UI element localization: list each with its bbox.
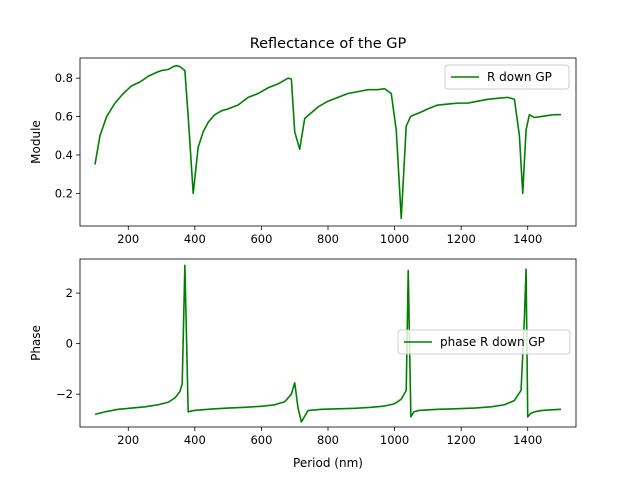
x-tick-label: 1400 <box>513 433 542 447</box>
module-panel: 200 400 600 800 1000 1200 1400 0.2 0.4 0.6 0.8 Modu… <box>29 57 577 246</box>
phase-panel: 200 400 600 800 1000 1200 1400 −2 0 2 Phase Period … <box>29 258 577 470</box>
y-tick-label: 0.2 <box>55 186 73 200</box>
x-tick-label: 600 <box>250 232 272 246</box>
series-line <box>94 64 562 220</box>
legend-box <box>397 329 571 355</box>
x-tick-label: 800 <box>317 433 339 447</box>
y-axis-label: Module <box>29 120 43 164</box>
y-tick-label: 0.8 <box>55 71 73 85</box>
y-tick-label: 2 <box>66 286 73 300</box>
y-tick-label: −2 <box>56 387 73 401</box>
legend-entry: phase R down GP <box>440 335 545 349</box>
legend: phase R down GP <box>397 329 571 355</box>
x-tick-label: 1000 <box>380 232 409 246</box>
x-tick-label: 1400 <box>513 232 542 246</box>
x-tick-label: 200 <box>117 232 139 246</box>
x-tick-label: 400 <box>184 433 206 447</box>
x-axis-label: Period (nm) <box>293 456 363 470</box>
chart-title: Reflectance of the GP <box>250 36 407 52</box>
x-tick-label: 1200 <box>447 433 476 447</box>
y-tick-label: 0.4 <box>55 148 73 162</box>
y-tick-label: 0 <box>66 337 73 351</box>
x-tick-label: 800 <box>317 232 339 246</box>
legend-entry: R down GP <box>487 70 552 84</box>
series-line <box>94 264 562 423</box>
y-tick-label: 0.6 <box>55 110 73 124</box>
x-tick-label: 400 <box>184 232 206 246</box>
y-axis-label: Phase <box>29 325 43 361</box>
x-tick-label: 1200 <box>447 232 476 246</box>
legend: R down GP <box>444 64 570 90</box>
x-tick-label: 200 <box>117 433 139 447</box>
x-tick-label: 1000 <box>380 433 409 447</box>
x-tick-label: 600 <box>250 433 272 447</box>
legend-box <box>444 64 570 90</box>
